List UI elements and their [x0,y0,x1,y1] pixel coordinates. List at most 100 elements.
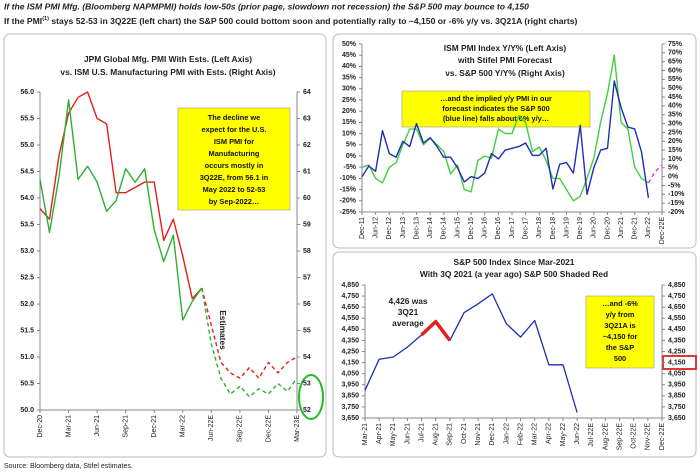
data-line [201,287,298,379]
y2-tick-label: 40% [668,103,683,110]
x-tick-label: Dec-13 [413,217,420,240]
y2-tick-label: 20% [668,138,683,145]
x-tick-label: Jun-20 [591,217,598,239]
y-tick-label: 20% [342,108,357,115]
y2-tick-label: 60% [668,67,683,74]
average-label: average [392,318,424,328]
x-tick-label: Nov-21 [475,423,482,446]
y2-tick-label: 70% [668,50,683,57]
annotation-line: forecast indicates the S&P 500 [442,104,550,113]
data-line [361,80,650,199]
y-tick-label: 51.0 [20,354,34,361]
data-line [201,287,298,398]
estimates-label: Estimates [218,310,228,350]
y-tick-label: -15% [340,186,357,193]
x-tick-label: Apr-22 [546,423,553,444]
x-tick-label: Jun-21 [404,423,411,445]
annotation-line: 3Q22E, from 56.1 in [200,173,269,182]
x-tick-label: Jun-18 [536,217,543,239]
y2-tick-label: 55 [303,327,311,334]
y-tick-label: 3,950 [341,382,359,389]
y-tick-label: 45% [342,52,357,59]
y2-tick-label: 65% [668,59,683,66]
y-tick-label: 50% [342,41,357,48]
chart-title: vs. ISM U.S. Manufacturing PMI with Ests… [60,67,275,77]
x-tick-label: Dec-19 [577,217,584,240]
y2-tick-label: 45% [668,94,683,101]
y-tick-label: 50.0 [20,407,34,414]
chart-title: S&P 500 Index Since Mar-2021 [454,257,575,267]
x-tick-label: Dec-20 [604,217,611,240]
data-line [361,54,649,202]
y2-tick-label: 52 [303,407,311,414]
annotation-box [585,295,655,369]
y-tick-label: 51.5 [20,327,34,334]
y-tick-label: -25% [340,209,357,216]
y-tick-label: -5% [344,164,357,171]
x-tick-label: Jun-21 [618,217,625,239]
annotation-line: expect for the U.S. [202,125,267,134]
annotation-line: …and the implied y/y PMI in our [440,94,552,103]
page-subtitle: If the PMI(1) stays 52-53 in 3Q22E (left… [4,16,578,26]
y-tick-label: 52.0 [20,301,34,308]
y2-tick-label: 59 [303,221,311,228]
x-tick-label: Jun-15 [454,217,461,239]
annotation-line: 3Q21A is [604,321,635,330]
annotation-line: (blue line) falls about 6% y/y… [443,114,549,123]
y2-tick-label: 64 [303,89,311,96]
x-tick-label: May-21 [390,423,397,446]
y-tick-label: 3,650 [341,415,359,422]
y2-tick-label: 4,650 [668,304,686,311]
x-tick-label: Aug-22E [602,423,609,451]
x-tick-label: Jun-13 [400,217,407,239]
y2-tick-label: 0% [668,173,679,180]
y2-tick-label: 50% [668,85,683,92]
y2-tick-label: -5% [668,182,681,189]
x-tick-label: Mar-21 [65,415,72,437]
average-label: 4,426 was [388,296,427,306]
page-title: If the ISM PMI Mfg. (Bloomberg NAPMPMI) … [4,1,529,11]
y2-tick-label: 55% [668,76,683,83]
y2-tick-label: 3,950 [668,382,686,389]
y-tick-label: 56.0 [20,89,34,96]
x-tick-label: Dec-18 [550,217,557,240]
y2-tick-label: 61 [303,168,311,175]
y2-tick-label: 35% [668,112,683,119]
chart-title: JPM Global Mfg. PMI With Ests. (Left Axi… [84,54,252,64]
data-line [39,91,203,300]
y2-tick-label: 25% [668,129,683,136]
annotation-line: y/y from [606,310,635,319]
y-tick-label: 4,050 [341,371,359,378]
x-tick-label: Dec-22E [659,217,666,245]
data-line [364,293,578,413]
annotation-line: 500 [614,354,626,363]
y2-tick-label: 63 [303,115,311,122]
x-tick-label: Sep-21 [447,423,454,446]
y-tick-label: 54.5 [20,168,34,175]
source-note: Source: Bloomberg data, Stifel estimates… [4,463,133,470]
x-tick-label: Nov-22E [645,423,652,451]
y2-tick-label: 15% [668,147,683,154]
x-tick-label: Jun-21 [94,415,101,437]
x-tick-label: Dec-21 [632,217,639,240]
x-tick-label: Jun-22E [208,415,215,441]
y2-tick-label: 30% [668,120,683,127]
y-tick-label: 4,450 [341,326,359,333]
y-tick-label: 55.5 [20,115,34,122]
annotation-line: May 2022 to 52-53 [203,185,266,194]
x-tick-label: Mar-23E [294,415,301,442]
annotation-line: Manufacturing [209,149,260,158]
annotation: The decline we expect for the U.S. ISM P… [200,113,269,206]
x-tick-label: Jun-12 [372,217,379,239]
y2-tick-label: 75% [668,41,683,48]
subtitle-text: stays 52-53 in 3Q22E (left chart) the S&… [49,16,578,26]
chart-title: vs. S&P 500 Y/Y% (Right Axis) [445,68,565,78]
y2-tick-label: 3,850 [668,393,686,400]
y-tick-label: 10% [342,130,357,137]
x-tick-label: Jun-22 [574,423,581,445]
chart-frame [332,251,697,458]
x-tick-label: Jul-21 [418,423,425,442]
chart-title: With 3Q 2021 (a year ago) S&P 500 Shaded… [420,269,608,279]
y-tick-label: 4,550 [341,315,359,322]
